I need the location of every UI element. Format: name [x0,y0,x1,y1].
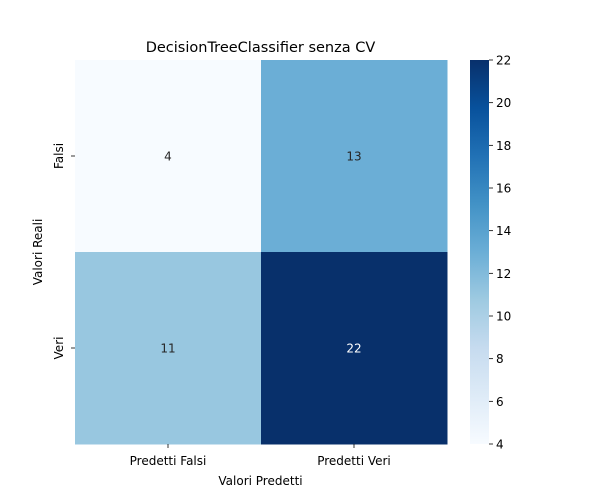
x-tick-label: Predetti Veri [317,454,391,468]
colorbar-tick-label: 12 [496,267,511,281]
colorbar-tick-label: 20 [496,96,511,110]
colorbar-tick-label: 10 [496,310,511,324]
colorbar: 4 6 8 10 12 14 16 18 20 22 [470,54,511,452]
colorbar-tick-label: 14 [496,224,511,238]
heatmap-cell [261,252,448,445]
x-tick-label: Predetti Falsi [130,454,207,468]
heatmap-cell [75,60,262,253]
colorbar-tick-label: 6 [496,395,504,409]
x-axis-label: Valori Predetti [218,474,302,488]
colorbar-tick-label: 4 [496,438,504,452]
colorbar-tick-label: 22 [496,54,511,68]
x-axis: Predetti Falsi Predetti Veri [130,444,391,468]
cell-value-label: 22 [346,342,361,356]
cell-annotations: 4 13 11 22 [160,150,361,356]
y-tick-label: Falsi [52,143,66,169]
heatmap-cells [75,60,448,445]
cell-value-label: 4 [164,150,172,164]
colorbar-bar [470,60,489,444]
y-axis-label: Valori Reali [31,219,45,286]
colorbar-tick-label: 8 [496,352,504,366]
chart-title: DecisionTreeClassifier senza CV [146,40,376,56]
y-tick-label: Veri [52,337,66,360]
colorbar-tick-label: 16 [496,182,511,196]
heatmap-cell [75,252,262,445]
cell-value-label: 13 [346,150,361,164]
cell-value-label: 11 [160,342,175,356]
heatmap-cell [261,60,448,253]
colorbar-tick-label: 18 [496,139,511,153]
y-axis: Falsi Veri [52,143,75,360]
colorbar-ticks: 4 6 8 10 12 14 16 18 20 22 [489,54,511,452]
